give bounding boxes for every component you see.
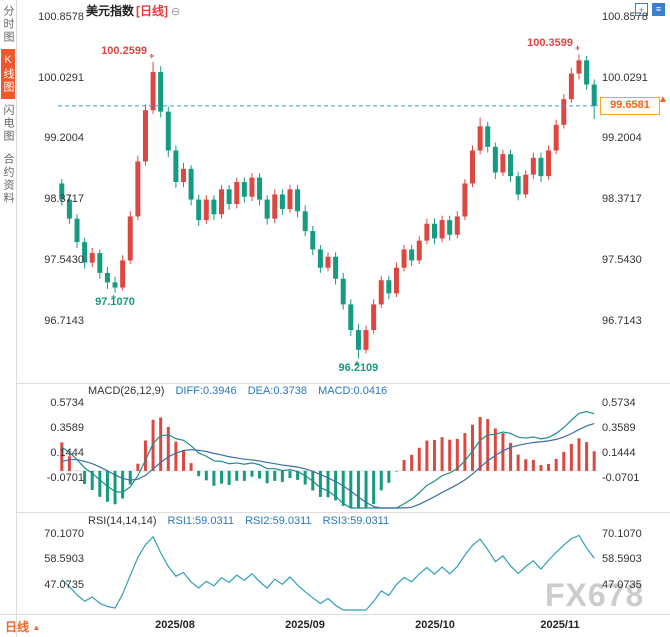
high-marker-icon: + (149, 50, 155, 61)
price-axis-label-right: 98.3717 (602, 193, 642, 206)
rsi-axis-label-left: 70.1070 (44, 527, 84, 540)
macd-dea-line (61, 422, 595, 509)
price-axis-label-left: 100.0291 (38, 71, 84, 84)
rsi-line (61, 534, 595, 611)
rsi-axis-label-left: 47.0735 (44, 579, 84, 592)
macd-diff-value: DIFF:0.3946 (175, 385, 237, 397)
price-axis-label-right: 100.8578 (602, 11, 648, 23)
price-axis-label-right: 96.7143 (602, 314, 642, 327)
sidebar-tab-0[interactable]: 分时图 (2, 5, 14, 44)
macd-diff-line (61, 410, 595, 509)
macd-axis-label-left: 0.5734 (50, 397, 84, 410)
low-marker-icon: + (354, 357, 360, 368)
watermark: FX678 (545, 577, 645, 613)
low-marker-icon: + (111, 291, 117, 302)
candle-macd-divider (17, 383, 670, 384)
period-arrow-icon: ▲ (32, 623, 41, 632)
x-axis-label: 2025/08 (155, 619, 195, 631)
macd-axis-label-right: -0.0701 (602, 472, 640, 484)
price-axis-label-right: 100.0291 (602, 71, 648, 84)
macd-axis-label-left: 0.3589 (50, 422, 84, 435)
rsi1-value: RSI1:59.0311 (167, 515, 235, 527)
zoom-out-icon[interactable]: ⊖ (171, 6, 181, 18)
macd-macd-value: MACD:0.0416 (318, 385, 388, 397)
low-annotation: 96.2109 (338, 361, 379, 374)
price-axis-label-left: 98.3717 (44, 193, 84, 206)
macd-axis-label-left: -0.0701 (46, 472, 84, 484)
macd-rsi-divider (17, 512, 670, 513)
macd-axis-label-right: 0.3589 (602, 422, 636, 435)
period-label: 日线 (5, 620, 30, 634)
multi-chart-icon[interactable]: + (635, 3, 648, 16)
indicator-settings-icon[interactable]: ≡ (652, 3, 665, 16)
bottom-axis-divider (0, 614, 670, 615)
period-selector[interactable]: 日线 ▲ (5, 618, 40, 635)
rsi-axis-label-right: 70.1070 (602, 527, 642, 540)
macd-axis-label-right: 0.1444 (602, 447, 636, 460)
high-marker-icon: + (574, 43, 581, 54)
sidebar-tab-3[interactable]: 合约资料 (2, 153, 14, 205)
high-annotation: 100.2599 (101, 44, 148, 57)
rsi2-value: RSI2:59.0311 (245, 515, 312, 527)
rsi-params-label: RSI(14,14,14) (88, 515, 157, 527)
price-axis-label-right: 99.2004 (602, 132, 642, 145)
high-annotation: 100.3599 (527, 37, 573, 50)
sidebar-tab-2[interactable]: 闪电图 (2, 104, 14, 143)
latest-arrow-icon[interactable]: ▲ (658, 94, 668, 105)
chart-header: 美元指数 [日线] ⊖ (86, 2, 180, 19)
price-axis-label-left: 100.8578 (38, 11, 84, 23)
rsi-axis-label-right: 58.5903 (602, 553, 642, 566)
price-axis-label-left: 99.2004 (44, 132, 84, 145)
macd-axis-label-right: 0.5734 (602, 397, 636, 410)
macd-header: MACD(26,12,9) DIFF:0.3946 DEA:0.3738 MAC… (88, 385, 387, 397)
rsi-axis-label-right: 47.0735 (602, 579, 642, 592)
sidebar-tab-1[interactable]: K线图 (1, 49, 15, 99)
period-tag: [日线] (136, 4, 169, 18)
sidebar: 分时图 K线图闪电图合约资料 (0, 0, 17, 637)
rsi3-value: RSI3:59.0311 (322, 515, 390, 527)
x-axis-label: 2025/10 (415, 619, 455, 631)
candlestick-series (59, 54, 597, 359)
price-axis-label-right: 97.5430 (602, 253, 642, 266)
x-axis-label: 2025/11 (540, 619, 580, 631)
rsi-axis-label-left: 58.5903 (44, 553, 84, 566)
macd-params-label: MACD(26,12,9) (88, 385, 165, 397)
price-axis-label-left: 97.5430 (44, 253, 84, 266)
macd-histogram (60, 416, 596, 508)
macd-axis-label-left: 0.1444 (50, 447, 84, 460)
rsi-header: RSI(14,14,14) RSI1:59.0311 RSI2:59.0311 … (88, 515, 389, 527)
instrument-title: 美元指数 (86, 4, 135, 18)
price-axis-label-left: 96.7143 (44, 314, 84, 327)
current-price-tag: 99.6581 (600, 97, 660, 115)
x-axis-label: 2025/09 (285, 619, 325, 631)
macd-dea-value: DEA:0.3738 (247, 385, 308, 397)
low-annotation: 97.1070 (95, 295, 135, 308)
